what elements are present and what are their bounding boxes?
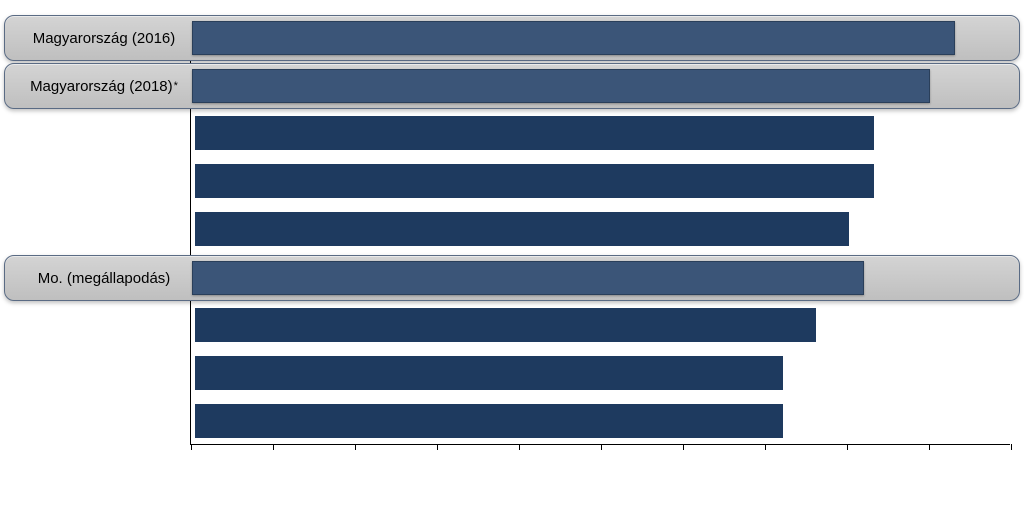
x-tick	[273, 444, 274, 450]
bar-chart: Magyarország (2016)Magyarország (2018)* M…	[0, 15, 1024, 475]
chart-row	[4, 303, 1020, 347]
x-tick	[929, 444, 930, 450]
bar	[194, 115, 875, 151]
label-superscript: *	[174, 80, 178, 92]
bar	[194, 163, 875, 199]
x-tick	[355, 444, 356, 450]
x-tick	[437, 444, 438, 450]
chart-row	[4, 399, 1020, 443]
chart-row	[4, 351, 1020, 395]
bar	[194, 403, 784, 439]
category-label: Magyarország (2018)*	[15, 64, 193, 108]
x-tick	[683, 444, 684, 450]
x-tick	[1011, 444, 1012, 450]
category-label: Mo. (megállapodás)	[15, 256, 193, 300]
x-tick	[847, 444, 848, 450]
x-tick	[191, 444, 192, 450]
bar	[192, 21, 955, 55]
bar	[194, 355, 784, 391]
bar	[192, 261, 864, 295]
bar	[194, 307, 817, 343]
highlighted-row: Mo. (megállapodás)	[4, 255, 1020, 301]
bar	[194, 211, 850, 247]
bar	[192, 69, 930, 103]
x-tick	[519, 444, 520, 450]
chart-row	[4, 111, 1020, 155]
chart-row	[4, 207, 1020, 251]
category-label: Magyarország (2016)	[15, 16, 193, 60]
highlighted-row: Magyarország (2018)*	[4, 63, 1020, 109]
x-tick	[601, 444, 602, 450]
chart-row	[4, 159, 1020, 203]
x-tick	[765, 444, 766, 450]
highlighted-row: Magyarország (2016)	[4, 15, 1020, 61]
